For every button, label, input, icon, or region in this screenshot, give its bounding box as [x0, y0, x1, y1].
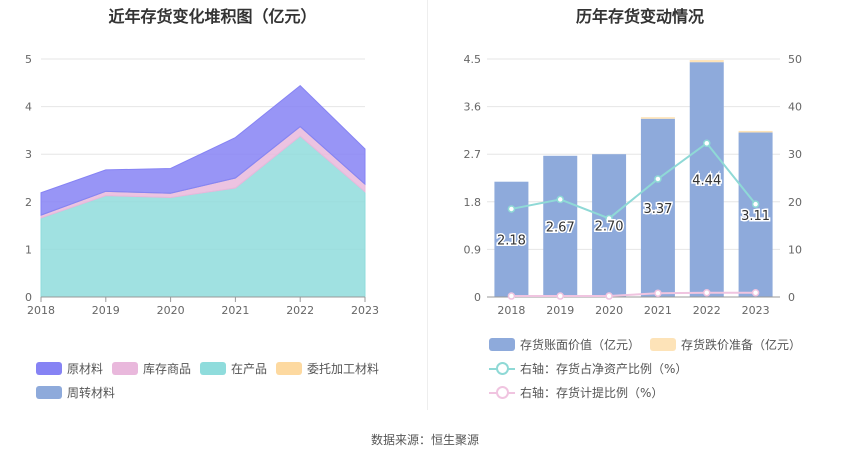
legend-label: 存货跌价准备（亿元） — [681, 338, 802, 352]
y-left-tick-label: 0.9 — [464, 243, 482, 256]
y-tick-label: 5 — [25, 53, 32, 66]
left-chart-title: 近年存货变化堆积图（亿元） — [108, 7, 317, 26]
area-series — [40, 84, 366, 216]
line-point — [703, 139, 711, 148]
x-tick-label: 2020 — [157, 304, 185, 317]
line-point — [507, 292, 516, 300]
legend-label: 右轴：存货计提比例（%） — [520, 386, 664, 400]
bar-impairment — [738, 130, 773, 133]
x-tick-label: 2021 — [221, 304, 249, 317]
legend-provision-ratio[interactable]: 右轴：存货计提比例（%） — [489, 384, 663, 401]
legend-inventory-book-value[interactable]: 存货账面价值（亿元） — [489, 336, 640, 353]
line-point — [751, 288, 760, 297]
legend-label: 库存商品 — [143, 362, 192, 376]
x-tick-label: 2018 — [497, 304, 525, 317]
legend-label: 存货账面价值（亿元） — [520, 338, 641, 352]
x-tick-label: 2019 — [92, 304, 120, 317]
bar-book-value — [640, 118, 675, 298]
legend-label: 右轴：存货占净资产比例（%） — [520, 362, 688, 376]
y-left-tick-label: 3.6 — [464, 101, 482, 114]
bar-book-value — [738, 132, 773, 297]
legend-impairment-provision[interactable]: 存货跌价准备（亿元） — [650, 336, 801, 353]
legend-label: 委托加工材料 — [307, 362, 380, 376]
legend-label: 在产品 — [231, 362, 268, 376]
x-tick-label: 2021 — [644, 304, 672, 317]
legend-swatch — [489, 386, 515, 399]
bar-book-value — [494, 181, 529, 297]
line-point — [556, 195, 564, 204]
bar-value-label: 4.44 — [692, 174, 721, 189]
y-left-tick-label: 2.7 — [464, 148, 482, 161]
y-tick-label: 4 — [25, 101, 32, 114]
line-point — [654, 175, 662, 183]
legend-label: 周转材料 — [67, 386, 116, 400]
y-right-tick-label: 20 — [788, 196, 802, 209]
legend-turnover-materials[interactable]: 周转材料 — [36, 384, 115, 401]
legend-swatch — [650, 338, 676, 351]
bar-impairment — [689, 60, 724, 63]
line-point — [556, 292, 564, 300]
legend-swatch — [36, 362, 62, 375]
y-right-tick-label: 40 — [788, 101, 802, 114]
y-right-tick-label: 30 — [788, 148, 802, 161]
bar-value-label: 2.70 — [595, 220, 624, 235]
y-right-tick-label: 10 — [788, 243, 802, 256]
line-series — [511, 141, 757, 220]
line-point — [703, 288, 711, 297]
legend-swatch — [489, 362, 515, 375]
x-tick-label: 2022 — [286, 304, 314, 317]
bar-value-label: 2.18 — [497, 233, 526, 248]
bar-book-value — [689, 62, 724, 297]
y-left-tick-label: 1.8 — [464, 196, 482, 209]
x-tick-label: 2019 — [546, 304, 574, 317]
bar-book-value — [543, 155, 578, 297]
bar-value-label: 3.11 — [741, 209, 770, 224]
right-chart-title: 历年存货变动情况 — [575, 7, 704, 26]
data-source: 数据来源：恒生聚源 — [370, 433, 479, 447]
legend-finished-goods[interactable]: 库存商品 — [112, 360, 191, 377]
y-left-tick-label: 0 — [474, 291, 481, 304]
line-series — [511, 291, 756, 298]
y-tick-label: 2 — [25, 196, 32, 209]
stacked-area-chart: 0 1 2 3 4 5 2018 2019 2020 2021 2022 2023 — [25, 53, 379, 317]
y-right-tick-label: 50 — [788, 53, 802, 66]
legend-swatch — [200, 362, 226, 375]
legend-work-in-progress[interactable]: 在产品 — [200, 360, 267, 377]
bar-book-value — [592, 154, 627, 297]
x-tick-label: 2018 — [27, 304, 55, 317]
line-point — [605, 292, 613, 300]
panel-divider — [427, 0, 428, 410]
bar-value-label: 3.37 — [643, 202, 672, 217]
y-tick-label: 1 — [25, 243, 32, 256]
line-point — [751, 200, 760, 208]
legend-swatch — [112, 362, 138, 375]
legend-label: 原材料 — [67, 362, 104, 376]
legend-inventory-to-net-assets[interactable]: 右轴：存货占净资产比例（%） — [489, 360, 687, 377]
legend-swatch — [276, 362, 302, 375]
bar-value-label: 2.67 — [546, 220, 575, 235]
x-tick-label: 2023 — [351, 304, 379, 317]
y-tick-label: 3 — [25, 148, 32, 161]
legend-consigned-materials[interactable]: 委托加工材料 — [276, 360, 379, 377]
y-left-tick-label: 4.5 — [464, 53, 482, 66]
line-point — [605, 214, 613, 223]
x-tick-label: 2020 — [595, 304, 623, 317]
y-tick-label: 0 — [25, 291, 32, 304]
legend-swatch — [489, 338, 515, 351]
bar-impairment — [640, 117, 675, 119]
legend-raw-materials[interactable]: 原材料 — [36, 360, 103, 377]
y-right-tick-label: 0 — [788, 291, 795, 304]
line-point — [654, 289, 662, 297]
x-tick-label: 2022 — [693, 304, 721, 317]
line-point — [507, 205, 516, 213]
legend-swatch — [36, 386, 62, 399]
x-tick-label: 2023 — [742, 304, 770, 317]
